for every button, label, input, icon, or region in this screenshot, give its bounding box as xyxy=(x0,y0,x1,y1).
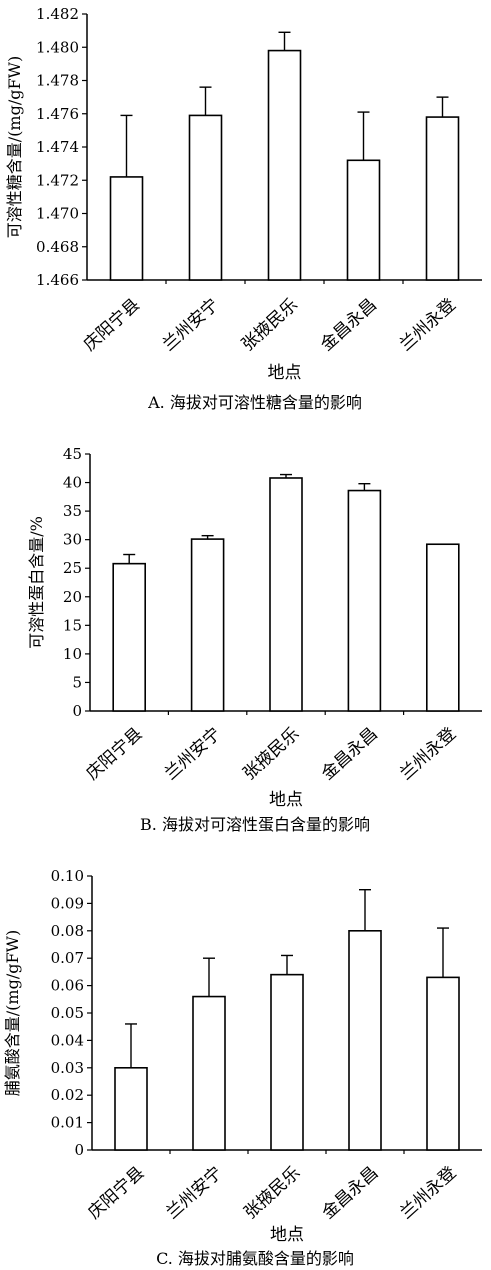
bar xyxy=(112,562,146,712)
y-tick-label: 20 xyxy=(63,588,82,606)
y-tick-label: 25 xyxy=(63,559,82,577)
category-label: 庆阳宁县 xyxy=(84,1163,148,1223)
y-tick-label: 35 xyxy=(63,502,82,520)
y-tick-label: 1.480 xyxy=(36,38,79,56)
chart-caption: C. 海拔对脯氨酸含量的影响 xyxy=(156,1249,354,1268)
chart-caption: B. 海拔对可溶性蛋白含量的影响 xyxy=(140,815,370,834)
bar xyxy=(270,973,304,1151)
bar xyxy=(188,114,223,281)
bar xyxy=(114,1067,148,1151)
y-tick-label: 0.04 xyxy=(51,1031,84,1049)
y-tick-label: 0 xyxy=(74,1141,84,1159)
y-tick-label: 1.476 xyxy=(36,105,79,123)
category-label: 金昌永昌 xyxy=(317,295,381,355)
chart-caption: A. 海拔对可溶性糖含量的影响 xyxy=(147,393,362,412)
y-tick-label: 0.02 xyxy=(51,1086,84,1104)
y-tick-label: 1.478 xyxy=(36,72,79,90)
y-tick-label: 1.470 xyxy=(36,205,79,223)
y-tick-label: 0.09 xyxy=(51,894,84,912)
category-label: 金昌永昌 xyxy=(318,724,382,784)
y-tick-label: 5 xyxy=(72,673,82,691)
y-tick-label: 1.482 xyxy=(36,5,79,23)
bar xyxy=(348,930,382,1151)
y-tick-label: 15 xyxy=(63,616,82,634)
chart-panel-a: 1.466 0.468 1.470 1.472 1.474 1.476 1.478 1.480… xyxy=(0,0,491,420)
bar xyxy=(426,976,460,1151)
bar xyxy=(109,176,144,281)
y-tick-label: 1.466 xyxy=(36,271,79,289)
y-tick-label: 45 xyxy=(63,445,82,463)
category-label: 庆阳宁县 xyxy=(80,295,144,355)
y-tick-label: 0.10 xyxy=(51,867,84,885)
y-tick-label: 0.07 xyxy=(51,949,84,967)
chart-b: 0 5 10 15 20 25 30 35 40 45 庆阳宁县 兰州安宁 张掖民乐 金昌永昌 兰州永登 可溶… xyxy=(27,445,482,834)
category-label: 张掖民乐 xyxy=(239,724,303,784)
y-axis-title: 可溶性糖含量/(mg/gFW) xyxy=(5,56,24,238)
y-tick-label: 0.06 xyxy=(51,977,84,995)
y-tick-label: 0.08 xyxy=(51,922,84,940)
y-axis-title: 可溶性蛋白含量/% xyxy=(27,516,46,649)
chart-panel-b: 0 5 10 15 20 25 30 35 40 45 庆阳宁县 兰州安宁 张掖民乐 金昌永昌 兰州永登 可溶… xyxy=(0,430,491,835)
y-axis-title: 脯氨酸含量/(mg/gFW) xyxy=(3,930,22,1096)
category-label: 张掖民乐 xyxy=(240,1163,304,1223)
bar xyxy=(269,477,303,712)
category-label: 兰州永登 xyxy=(396,295,460,355)
y-tick-label: 10 xyxy=(63,645,82,663)
bar xyxy=(425,116,460,281)
y-tick-label: 1.472 xyxy=(36,171,79,189)
category-label: 庆阳宁县 xyxy=(83,724,147,784)
x-axis-title: 地点 xyxy=(270,1225,304,1245)
category-label: 兰州永登 xyxy=(396,724,460,784)
y-tick-label: 0.03 xyxy=(51,1059,84,1077)
bar xyxy=(267,49,302,281)
y-tick-label: 0.01 xyxy=(51,1114,84,1132)
y-tick-label: 0.468 xyxy=(36,238,79,256)
bar xyxy=(192,995,226,1151)
y-tick-label: 0 xyxy=(72,702,82,720)
bar xyxy=(425,543,460,712)
category-label: 兰州永登 xyxy=(396,1163,460,1223)
category-label: 兰州安宁 xyxy=(161,724,225,784)
y-tick-label: 1.474 xyxy=(36,138,79,156)
y-tick-label: 40 xyxy=(63,474,82,492)
y-tick-label: 30 xyxy=(63,531,82,549)
bar xyxy=(190,538,225,712)
bar xyxy=(347,489,382,712)
category-label: 张掖民乐 xyxy=(238,295,302,355)
category-label: 金昌永昌 xyxy=(318,1163,382,1223)
chart-c: 0 0.01 0.02 0.03 0.04 0.05 0.06 0.07 0.08 0.09 0.1… xyxy=(3,867,482,1268)
chart-a: 1.466 0.468 1.470 1.472 1.474 1.476 1.478 1.480… xyxy=(5,5,482,412)
chart-panel-c: 0 0.01 0.02 0.03 0.04 0.05 0.06 0.07 0.08 0.09 0.1… xyxy=(0,860,491,1270)
x-axis-title: 地点 xyxy=(269,790,303,810)
category-label: 兰州安宁 xyxy=(159,295,223,355)
y-tick-label: 0.05 xyxy=(51,1004,84,1022)
x-axis-title: 地点 xyxy=(268,363,302,383)
bar xyxy=(346,159,381,281)
category-label: 兰州安宁 xyxy=(162,1163,226,1223)
